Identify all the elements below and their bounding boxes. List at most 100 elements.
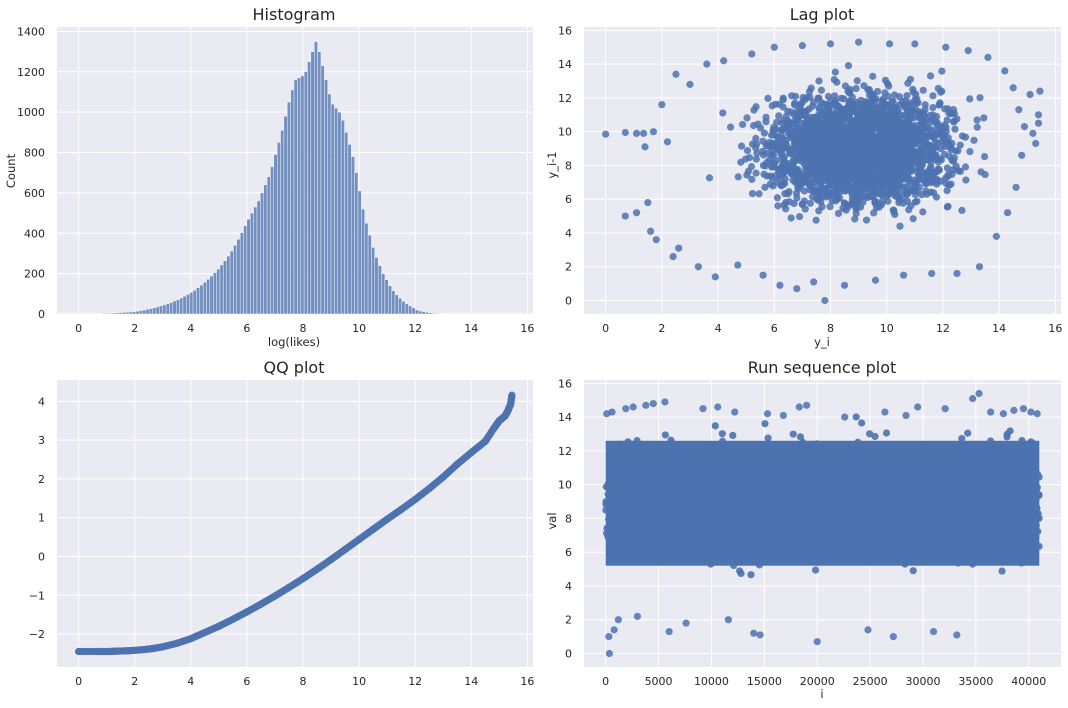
lag-point-fill (927, 173, 936, 182)
histogram-bar (186, 294, 190, 315)
lag-point-fill (793, 194, 801, 202)
lag-point-fill (792, 136, 800, 144)
histogram-bar (310, 51, 315, 315)
lag-plot-point (984, 53, 992, 61)
lag-point-fill (929, 103, 937, 112)
lag-point-fill (835, 133, 843, 141)
lag-point-fill (966, 95, 974, 103)
lag-point-fill (870, 136, 878, 144)
run-point-fill (1003, 433, 1011, 441)
run-point-fill (761, 420, 769, 428)
lag-point-fill (913, 95, 921, 103)
histogram-bar (192, 289, 197, 315)
histogram-xtick-label: 2 (131, 322, 138, 335)
lag-point-fill (817, 86, 826, 94)
histogram-ytick-label: 1000 (17, 106, 45, 119)
lag-point-fill (780, 159, 789, 167)
histogram-bar (145, 309, 150, 315)
lag-point-fill (910, 187, 919, 195)
lag-point-fill (903, 197, 912, 205)
lag-point-fill (769, 182, 777, 190)
lag-point-fill (904, 132, 912, 140)
run-point-fill (764, 434, 772, 442)
histogram-bar (297, 77, 301, 315)
qq-plot-point (383, 515, 391, 523)
lag-point-fill (782, 123, 791, 131)
histogram-bar (266, 176, 271, 315)
lag-point-fill (878, 201, 886, 209)
lag-point-fill (777, 131, 785, 139)
lag-point-fill (831, 153, 839, 161)
run-sequence-plot-ytick-label: 8 (565, 512, 572, 525)
run-point-fill (958, 434, 966, 443)
run-sequence-plot-ytick-label: 4 (565, 580, 572, 593)
lag-point-fill (850, 171, 858, 179)
lag-point-fill (844, 125, 852, 133)
lag-point-fill (921, 101, 929, 109)
lag-point-fill (958, 206, 966, 215)
histogram-bar (408, 305, 413, 315)
lag-point-fill (788, 92, 796, 100)
lag-point-fill (930, 116, 939, 124)
lag-point-fill (776, 174, 784, 182)
histogram-bar (327, 93, 332, 315)
lag-point-fill (853, 165, 861, 174)
histogram-bar (199, 284, 204, 315)
lag-point-fill (843, 114, 851, 122)
qq-plot-ytick-label: −1 (29, 589, 45, 602)
lag-point-fill (891, 169, 899, 178)
histogram-bar (152, 307, 157, 315)
lag-point-fill (926, 112, 934, 120)
lag-point-fill (958, 132, 967, 140)
lag-point-fill (910, 147, 918, 155)
histogram-xtick-label: 10 (352, 322, 366, 335)
lag-point-fill (916, 113, 924, 121)
histogram-bar (411, 307, 416, 315)
lag-point-fill (899, 155, 907, 164)
lag-plot-point (641, 143, 649, 151)
lag-point-fill (870, 209, 878, 217)
qq-plot-point (504, 407, 512, 415)
lag-point-fill (942, 179, 950, 188)
lag-plot-point (632, 209, 641, 217)
lag-point-fill (850, 129, 858, 137)
lag-plot-point (759, 271, 767, 279)
lag-plot-point (1029, 129, 1037, 137)
lag-point-fill (817, 185, 825, 194)
lag-point-fill (962, 176, 970, 184)
lag-point-fill (815, 207, 823, 215)
histogram-bar (303, 71, 308, 315)
histogram-bar (250, 212, 254, 315)
histogram-bar (347, 144, 352, 315)
lag-point-fill (871, 179, 879, 187)
histogram-bar (431, 312, 436, 315)
lag-point-fill (769, 150, 778, 159)
histogram-xtick-label: 14 (464, 322, 478, 335)
lag-point-fill (748, 175, 756, 183)
histogram-bar (428, 312, 433, 315)
lag-point-fill (852, 84, 860, 93)
histogram-bar (179, 297, 184, 315)
lag-point-fill (761, 183, 769, 191)
qq-plot-ytick-label: 4 (38, 395, 45, 408)
lag-point-fill (719, 109, 727, 117)
lag-point-fill (981, 170, 989, 179)
histogram-bar (290, 89, 295, 315)
lag-point-fill (896, 222, 904, 230)
lag-point-fill (944, 105, 952, 113)
histogram-panel: Histogram log(likes) Count 0 2 4 6 8 10 12 14 16… (4, 5, 534, 349)
lag-plot-xtick-label: 4 (715, 322, 722, 335)
lag-point-fill (926, 141, 934, 150)
run-sequence-plot-ytick-label: 2 (565, 614, 572, 627)
run-point-fill (852, 413, 860, 421)
lag-point-fill (787, 214, 795, 222)
histogram-bar (101, 313, 106, 315)
lag-point-fill (875, 171, 884, 179)
run-sequence-plot-ytick-label: 16 (558, 377, 572, 390)
lag-point-fill (943, 164, 951, 172)
histogram-bar (256, 200, 261, 315)
lag-plot-point (1034, 111, 1043, 119)
histogram-bar (196, 287, 200, 315)
lag-point-fill (766, 156, 774, 164)
